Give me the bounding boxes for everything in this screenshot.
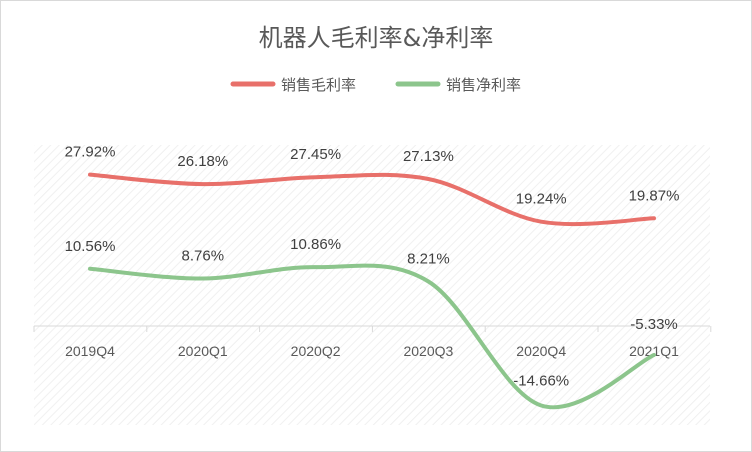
legend-label-0: 销售毛利率 (281, 76, 356, 94)
data-label: 27.13% (403, 148, 454, 165)
x-tick-label: 2020Q4 (516, 343, 566, 359)
data-point (539, 403, 543, 407)
legend: 销售毛利率 销售净利率 (230, 76, 521, 94)
x-tick-label: 2020Q1 (178, 343, 228, 359)
data-label: -5.33% (630, 316, 678, 333)
data-label: 8.76% (182, 248, 225, 265)
x-tick-label: 2019Q4 (65, 343, 115, 359)
data-point (201, 182, 205, 186)
data-point (314, 175, 318, 179)
x-tick-label: 2021Q1 (629, 343, 679, 359)
data-label: 10.56% (65, 238, 116, 255)
data-label: 8.21% (407, 251, 450, 268)
data-point (314, 265, 318, 269)
data-labels: 27.92% 26.18% 27.45% 27.13% 19.24% 19.87% 10.5… (65, 144, 680, 390)
series-line-0 (88, 172, 656, 227)
x-axis: 2019Q4 2020Q1 2020Q2 2020Q3 2020Q4 2021Q1 (33, 325, 712, 359)
x-tick-label: 2020Q2 (291, 343, 341, 359)
data-point (201, 277, 205, 281)
data-point (426, 280, 430, 284)
data-point (652, 216, 656, 220)
chart-title: 机器人毛利率&净利率 (259, 24, 494, 52)
data-label: -14.66% (513, 372, 569, 389)
data-point (88, 173, 92, 177)
data-label: 27.45% (290, 146, 341, 163)
plot-area-background (34, 145, 710, 425)
x-tick-label: 2020Q3 (403, 343, 453, 359)
series-line-1 (88, 263, 656, 410)
data-label: 10.86% (290, 236, 341, 253)
series-layer (88, 172, 656, 410)
data-point (539, 220, 543, 224)
data-point (426, 177, 430, 181)
data-point (88, 267, 92, 271)
data-label: 19.87% (629, 187, 680, 204)
data-label: 26.18% (177, 153, 228, 170)
data-point (652, 353, 656, 357)
legend-label-1: 销售净利率 (446, 76, 521, 94)
data-label: 27.92% (65, 144, 116, 161)
data-label: 19.24% (516, 191, 567, 208)
